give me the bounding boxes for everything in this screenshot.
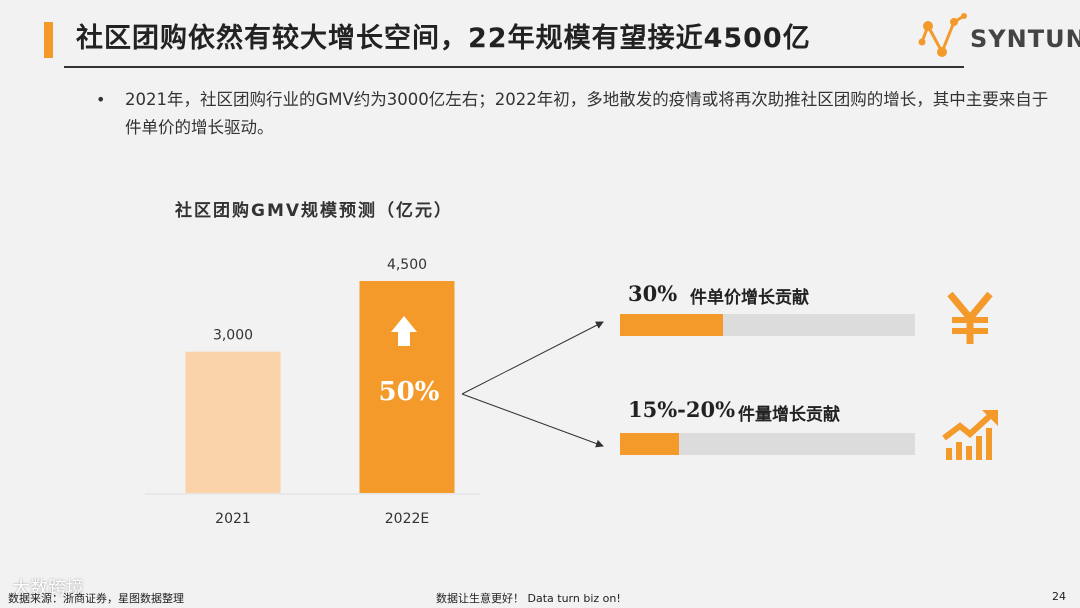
- up-arrow-icon: [391, 316, 417, 346]
- page-title: 社区团购依然有较大增长空间，22年规模有望接近4500亿: [76, 23, 811, 54]
- unit-price-progress-fill: [620, 314, 724, 336]
- logo-text: SYNTUN: [970, 25, 1080, 53]
- yuan-icon: [944, 290, 996, 350]
- x-tick-label-2021: 2021: [215, 511, 251, 527]
- chart-title: 社区团购GMV规模预测（亿元）: [175, 201, 454, 221]
- unit-price-progress-bar: [620, 314, 915, 336]
- arrow-to-volume: [461, 393, 604, 448]
- bar-value-label-2021: 3,000: [213, 328, 253, 344]
- volume-contribution-pct: 15%-20%: [628, 397, 736, 422]
- bullet-dot: •: [96, 90, 106, 109]
- bullet-point: • 2021年，社区团购行业的GMV约为3000亿左右；2022年初，多地散发的…: [96, 86, 1058, 142]
- bullet-text: 2021年，社区团购行业的GMV约为3000亿左右；2022年初，多地散发的疫情…: [125, 90, 1049, 137]
- growth-percentage: 50%: [379, 377, 440, 407]
- source-note: 数据来源：浙商证券，星图数据整理: [8, 592, 184, 605]
- volume-progress-fill: [620, 433, 679, 455]
- unit-price-contribution-label: 件单价增长贡献: [690, 288, 809, 308]
- logo-mark-icon: [918, 13, 967, 57]
- x-tick-label-2022E: 2022E: [385, 511, 429, 527]
- growth-chart-icon: [942, 408, 1000, 466]
- page-number: 24: [1052, 590, 1066, 603]
- volume-progress-bar: [620, 433, 915, 455]
- bar-2022E: [359, 281, 455, 493]
- bars-group: 3,000 2021 4,500 2022E: [185, 257, 455, 527]
- unit-price-contribution-pct: 30%: [628, 281, 678, 306]
- bar-value-label-2022E: 4,500: [387, 257, 427, 273]
- arrow-to-unit-price: [461, 321, 604, 395]
- title-accent-bar: [44, 22, 53, 58]
- bar-2021: [185, 351, 281, 493]
- watermark: 大数跨境: [12, 578, 84, 599]
- title-divider: [64, 66, 964, 68]
- footer-slogan: 数据让生意更好！ Data turn biz on!: [436, 592, 621, 605]
- syntun-logo: SYNTUN: [918, 12, 1080, 64]
- volume-contribution-label: 件量增长贡献: [738, 405, 840, 425]
